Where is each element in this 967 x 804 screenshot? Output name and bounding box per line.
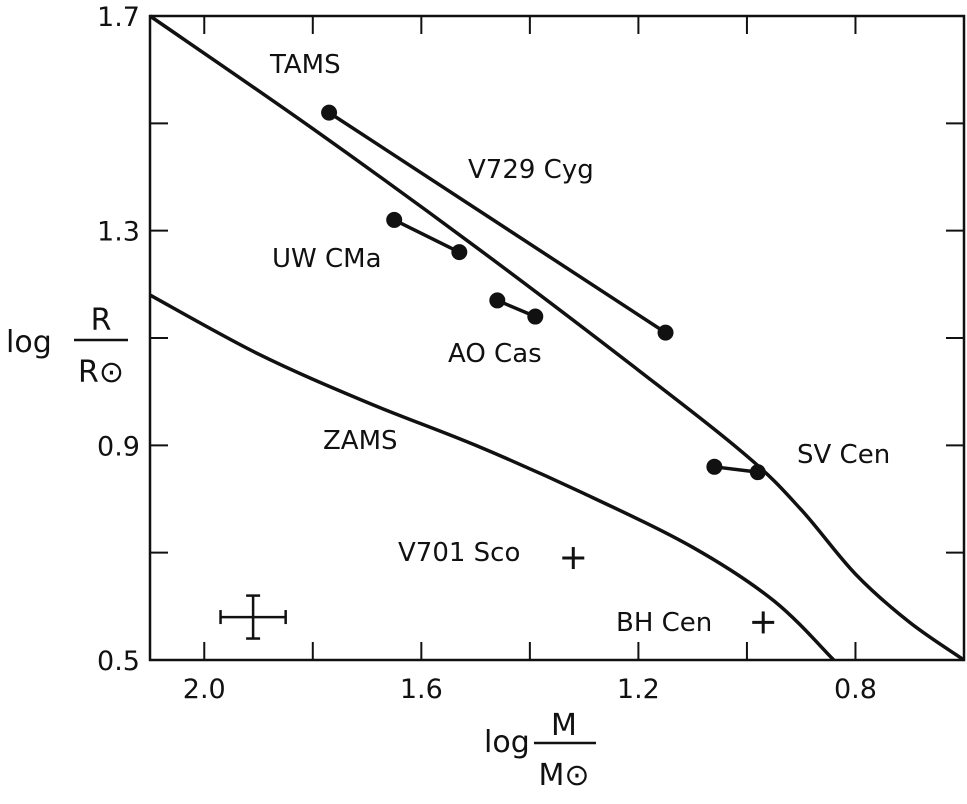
uw-cma-component-2: [451, 244, 468, 261]
zams-curve: [149, 293, 836, 662]
x-tick-label: 1.6: [400, 674, 443, 705]
y-tick-label: 0.5: [97, 646, 140, 677]
x-tick-label: 2.0: [183, 674, 226, 705]
sv-cen-component-1: [706, 458, 723, 475]
ao-cas-component-1: [489, 292, 506, 309]
y-axis-denominator: R⊙: [78, 355, 124, 390]
x-tick-label: 1.2: [617, 674, 660, 705]
y-tick-label: 1.7: [97, 2, 140, 33]
plot-border: [148, 14, 966, 662]
uw-cma-component-1: [386, 211, 403, 228]
sv-cen-component-2: [749, 464, 766, 481]
y-axis-numerator: R: [91, 303, 112, 338]
y-axis-label: log R R⊙: [6, 303, 128, 390]
v729-cyg-component-2: [657, 324, 674, 341]
bh-cen-label: BH Cen: [616, 608, 712, 638]
zams-label: ZAMS: [323, 426, 398, 456]
tams-label: TAMS: [269, 50, 341, 80]
v729-cyg-link: [328, 111, 667, 335]
v729-cyg-component-1: [321, 104, 338, 121]
bh-cen-marker: [752, 611, 775, 634]
y-tick-label: 0.9: [97, 431, 140, 462]
x-axis-denominator: M⊙: [538, 758, 589, 793]
plot-frame: [148, 14, 966, 662]
error-bar: [219, 594, 287, 640]
tams-curve: [149, 14, 966, 662]
uw-cma-label: UW CMa: [272, 244, 382, 274]
x-axis-label: log M M⊙: [484, 708, 596, 793]
ao-cas-component-2: [527, 308, 544, 325]
curves: [149, 14, 966, 662]
ao-cas-label: AO Cas: [448, 339, 542, 369]
v701-sco-label: V701 Sco: [398, 538, 520, 568]
x-tick-label: 0.8: [834, 674, 877, 705]
data-points: [219, 104, 775, 640]
axis-ticks: 2.0 1.6 1.2 0.8 1.7 1.3 0.9 0.5: [97, 2, 964, 705]
v701-sco-marker: [562, 547, 585, 570]
uw-cma-link: [393, 218, 461, 254]
y-axis-prefix: log: [6, 325, 52, 360]
v729-cyg-label: V729 Cyg: [468, 155, 594, 185]
x-axis-prefix: log: [484, 725, 530, 760]
x-axis-numerator: M: [551, 708, 577, 743]
y-tick-label: 1.3: [97, 217, 140, 248]
sv-cen-label: SV Cen: [797, 440, 890, 470]
